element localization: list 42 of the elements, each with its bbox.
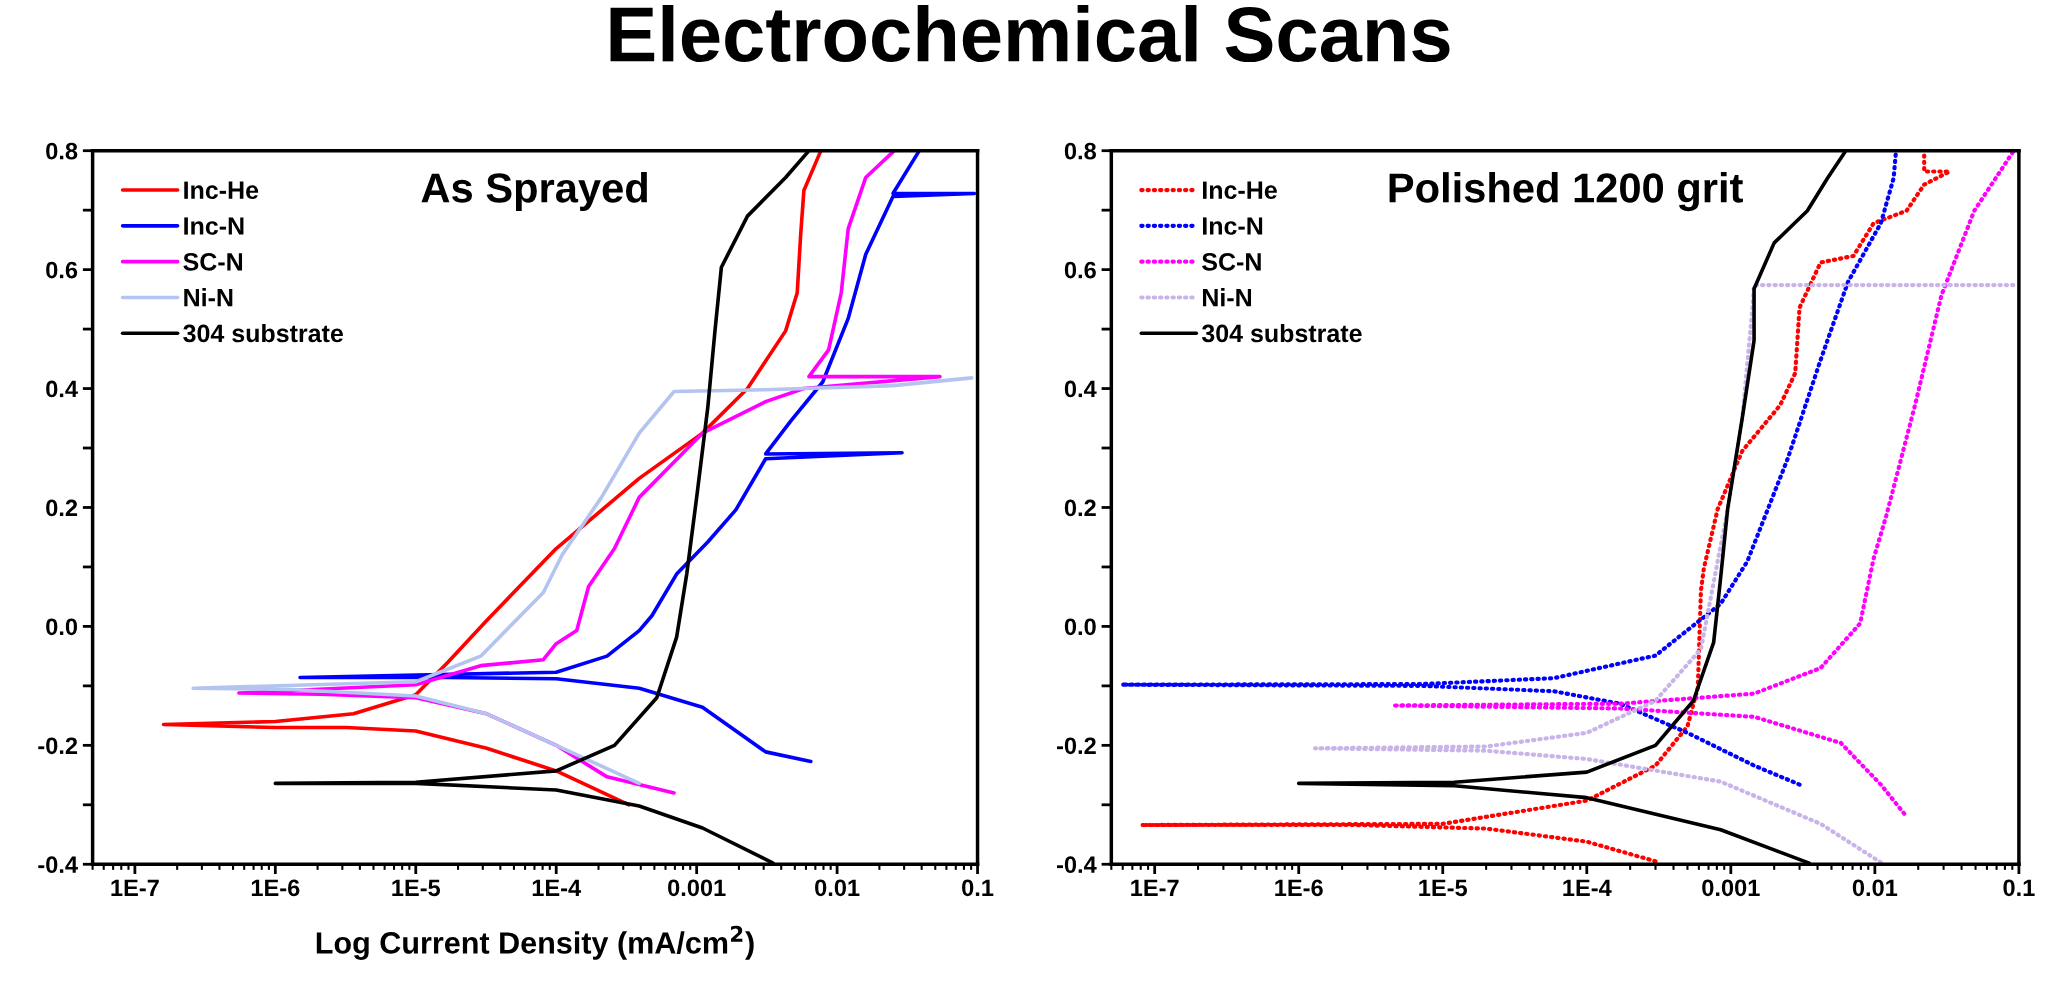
legend-label: 304 substrate [1201,323,1362,343]
x-tick-label: 0.01 [1852,879,1898,897]
x-tick-label: 1E-5 [1419,879,1468,897]
y-tick-label: 0.6 [46,261,78,279]
x-tick-label: 0.001 [668,879,726,897]
legend-label: 304 substrate [183,323,343,343]
y-tick-label: -0.2 [1056,737,1096,755]
y-tick-label: 0.8 [46,142,78,160]
legend-label: SC-N [1202,252,1261,271]
x-tick-label: 0.001 [1702,879,1760,897]
x-tick-label: 1E-5 [392,879,441,897]
y-tick-label: 0.0 [46,618,78,636]
y-tick-label: 0.0 [1064,618,1096,636]
x-tick-label: 1E-7 [111,879,159,896]
chart-title: Polished 1200 grit [1389,172,1743,212]
legend-label: Ni-N [1202,288,1252,307]
y-tick-label: 0.4 [46,380,78,398]
y-tick-label: 0.6 [1064,261,1096,279]
x-axis-title: Log Current Density (mA/cm$^{2}$) [316,925,754,960]
y-tick-label: 0.4 [1064,380,1097,398]
y-tick-label: 0.2 [1064,499,1096,517]
x-tick-label: 0.01 [815,879,860,897]
legend-label: Inc-N [184,217,244,235]
legend-label: Ni-N [184,288,233,307]
y-tick-label: -0.4 [38,856,78,874]
y-tick-label: 0.2 [46,499,78,517]
legend-label: Inc-He [1202,181,1277,200]
text: Electrochemical Scans [610,4,1450,63]
x-tick-label: 1E-6 [251,879,300,897]
x-tick-label: 0.1 [2003,879,2035,897]
y-tick-label: 0.8 [1064,142,1097,160]
x-tick-label: 1E-4 [1563,879,1612,896]
x-tick-label: 1E-4 [532,879,582,896]
x-tick-label: 0.1 [962,879,994,897]
x-tick-label: 1E-6 [1275,879,1323,897]
y-tick-label: -0.2 [38,737,78,755]
x-tick-label: 1E-7 [1131,879,1179,896]
legend-label: SC-N [183,252,243,271]
legend-label: Inc-N [1202,217,1263,235]
chart-title: As Sprayed [421,172,647,211]
y-tick-label: -0.4 [1056,856,1097,874]
legend-label: Inc-He [184,181,259,200]
